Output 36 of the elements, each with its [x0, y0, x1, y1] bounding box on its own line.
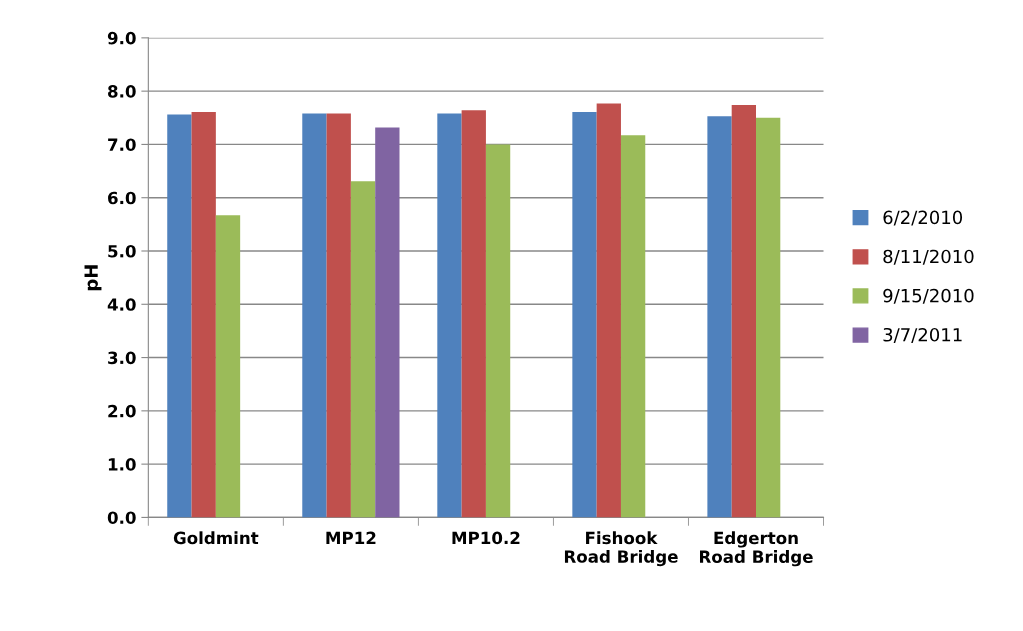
- bar: [302, 113, 327, 518]
- legend-label: 6/2/2010: [883, 210, 963, 226]
- bar: [191, 111, 216, 518]
- x-tick-label: Fishook Road Bridge: [564, 531, 678, 567]
- x-tick-label: Goldmint: [173, 531, 259, 545]
- bar: [350, 181, 376, 518]
- legend-label: 3/7/2011: [883, 327, 962, 344]
- bar: [461, 110, 486, 518]
- y-tick-label: 2.0: [108, 404, 136, 418]
- bar: [485, 144, 511, 518]
- bar: [756, 117, 781, 518]
- y-tick-label: 7.0: [108, 138, 136, 151]
- bar: [707, 116, 732, 518]
- y-tick-label: 6.0: [108, 191, 136, 205]
- bar: [596, 103, 621, 518]
- y-tick-label: 5.0: [108, 244, 136, 258]
- legend-label: 9/15/2010: [883, 288, 974, 304]
- legend-label: 8/11/2010: [883, 249, 974, 265]
- bar: [326, 113, 351, 518]
- bar: [620, 135, 646, 518]
- bar: [375, 127, 400, 518]
- bar: [167, 114, 192, 518]
- bar: [215, 215, 241, 518]
- x-tick-label: Edgerton Road Bridge: [700, 531, 813, 567]
- bar: [572, 111, 597, 518]
- x-tick-label: MP12: [326, 531, 376, 544]
- y-tick-label: 9.0: [107, 31, 136, 45]
- y-tick-label: 1.0: [108, 458, 136, 471]
- y-tick-label: 8.0: [108, 85, 136, 98]
- bar: [437, 113, 462, 518]
- bar: [731, 105, 756, 518]
- y-axis-title: pH: [84, 265, 102, 291]
- y-tick-label: 4.0: [107, 298, 136, 311]
- x-tick-label: MP10.2: [452, 531, 520, 545]
- y-tick-label: 0.0: [107, 511, 136, 524]
- y-tick-label: 3.0: [108, 351, 136, 365]
